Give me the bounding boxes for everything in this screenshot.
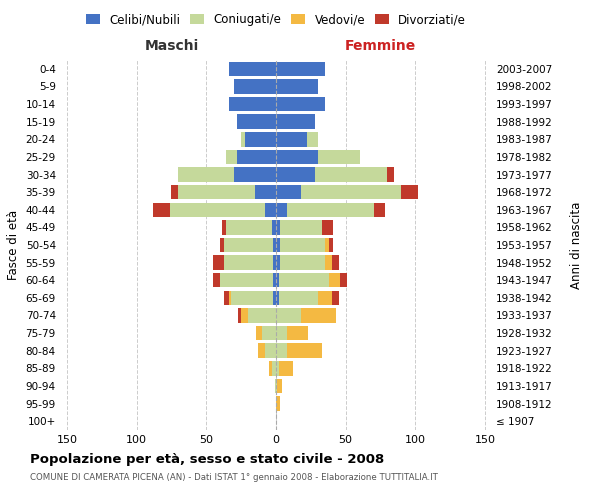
Bar <box>154 202 170 217</box>
Bar <box>220 238 224 252</box>
Bar <box>273 256 276 270</box>
Bar <box>287 344 322 358</box>
Bar <box>272 361 276 376</box>
Bar <box>276 361 279 376</box>
Bar <box>238 308 241 322</box>
Bar <box>256 326 262 340</box>
Bar <box>178 168 234 181</box>
Bar <box>388 168 394 181</box>
Bar <box>276 378 277 393</box>
Bar <box>224 256 273 270</box>
Bar <box>301 185 401 200</box>
Bar <box>273 238 276 252</box>
Bar <box>332 256 339 270</box>
Text: Maschi: Maschi <box>145 38 199 52</box>
Bar <box>276 132 307 146</box>
Bar <box>279 290 318 305</box>
Bar <box>276 308 301 322</box>
Bar <box>213 273 220 287</box>
Bar <box>276 326 287 340</box>
Bar <box>279 273 329 287</box>
Bar <box>329 273 340 287</box>
Bar <box>276 79 318 94</box>
Bar <box>241 132 245 146</box>
Bar <box>213 256 224 270</box>
Bar <box>277 378 281 393</box>
Bar <box>229 290 232 305</box>
Bar <box>224 290 229 305</box>
Bar <box>276 150 318 164</box>
Text: Femmine: Femmine <box>345 38 416 52</box>
Bar <box>329 238 333 252</box>
Bar <box>276 185 301 200</box>
Bar <box>229 97 276 112</box>
Bar <box>237 150 276 164</box>
Bar <box>280 256 325 270</box>
Bar <box>258 344 265 358</box>
Bar <box>325 256 332 270</box>
Bar <box>276 344 287 358</box>
Bar <box>275 378 276 393</box>
Text: COMUNE DI CAMERATA PICENA (AN) - Dati ISTAT 1° gennaio 2008 - Elaborazione TUTTI: COMUNE DI CAMERATA PICENA (AN) - Dati IS… <box>30 472 438 482</box>
Bar <box>276 396 280 411</box>
Bar <box>178 185 255 200</box>
Legend: Celibi/Nubili, Coniugati/e, Vedovi/e, Divorziati/e: Celibi/Nubili, Coniugati/e, Vedovi/e, Di… <box>81 8 471 31</box>
Bar <box>318 150 359 164</box>
Bar <box>276 97 325 112</box>
Bar <box>276 256 280 270</box>
Bar <box>276 273 279 287</box>
Bar <box>237 114 276 129</box>
Bar <box>318 290 332 305</box>
Bar <box>325 238 329 252</box>
Bar <box>276 238 280 252</box>
Bar <box>273 273 276 287</box>
Bar <box>220 273 273 287</box>
Bar <box>248 308 276 322</box>
Bar <box>374 202 385 217</box>
Bar <box>265 344 276 358</box>
Bar <box>276 168 315 181</box>
Bar <box>255 185 276 200</box>
Text: Popolazione per età, sesso e stato civile - 2008: Popolazione per età, sesso e stato civil… <box>30 452 384 466</box>
Bar <box>269 361 272 376</box>
Bar <box>273 290 276 305</box>
Y-axis label: Anni di nascita: Anni di nascita <box>569 202 583 288</box>
Bar <box>224 238 273 252</box>
Bar <box>287 202 374 217</box>
Bar <box>276 290 279 305</box>
Bar <box>276 114 315 129</box>
Y-axis label: Fasce di età: Fasce di età <box>7 210 20 280</box>
Bar <box>287 326 308 340</box>
Bar <box>241 308 248 322</box>
Bar <box>401 185 418 200</box>
Bar <box>279 361 293 376</box>
Bar <box>332 290 339 305</box>
Bar <box>234 79 276 94</box>
Bar <box>226 220 272 234</box>
Bar <box>280 220 322 234</box>
Bar <box>340 273 347 287</box>
Bar <box>301 308 336 322</box>
Bar <box>280 238 325 252</box>
Bar <box>221 220 226 234</box>
Bar <box>245 132 276 146</box>
Bar <box>170 202 265 217</box>
Bar <box>272 220 276 234</box>
Bar <box>226 150 237 164</box>
Bar <box>229 62 276 76</box>
Bar <box>172 185 178 200</box>
Bar <box>276 62 325 76</box>
Bar <box>234 168 276 181</box>
Bar <box>276 220 280 234</box>
Bar <box>262 326 276 340</box>
Bar <box>307 132 318 146</box>
Bar <box>322 220 333 234</box>
Bar <box>315 168 388 181</box>
Bar <box>265 202 276 217</box>
Bar <box>232 290 273 305</box>
Bar <box>276 202 287 217</box>
